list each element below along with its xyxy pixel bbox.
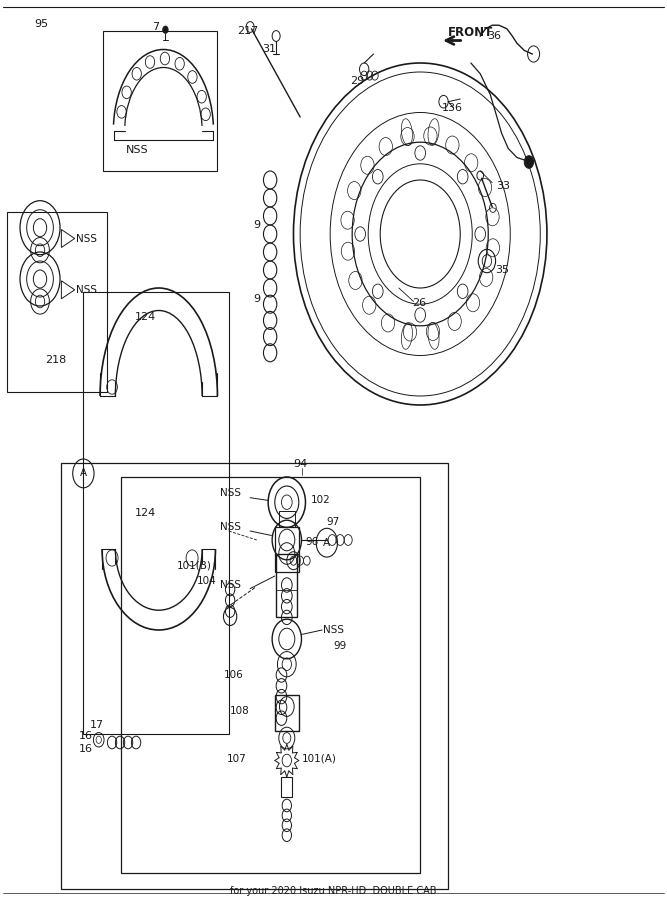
Text: NSS: NSS [76,284,97,295]
Bar [103,32,217,171]
Text: for your 2020 Isuzu NPR-HD  DOUBLE CAB: for your 2020 Isuzu NPR-HD DOUBLE CAB [230,886,437,896]
Bar [83,292,229,734]
Text: 31: 31 [262,44,276,55]
Text: 9: 9 [253,220,261,230]
Text: 17: 17 [90,719,104,730]
Text: 97: 97 [327,517,340,527]
Text: 104: 104 [197,576,217,587]
Text: 96: 96 [305,536,319,547]
Text: 102: 102 [311,495,331,506]
Text: FRONT: FRONT [448,26,494,39]
Text: 7: 7 [152,22,159,32]
Text: 217: 217 [237,26,258,37]
Text: 124: 124 [135,311,156,322]
Text: A: A [80,468,87,479]
Bar [7,212,107,392]
Text: 107: 107 [227,753,247,764]
Text: NSS: NSS [220,522,241,533]
Text: 218: 218 [45,355,67,365]
Bar [279,511,295,527]
Bar [276,554,297,616]
Text: 9: 9 [253,293,261,304]
Text: 16: 16 [79,731,93,742]
Bar [275,526,299,572]
Text: 33: 33 [496,181,510,192]
Text: 108: 108 [230,706,250,716]
Text: A: A [323,537,330,548]
Text: 16: 16 [79,743,93,754]
Text: 106: 106 [223,670,243,680]
Text: 29: 29 [350,76,364,86]
Text: 101(B): 101(B) [177,560,211,571]
Text: 99: 99 [334,641,347,652]
Bar [61,463,448,889]
Text: 94: 94 [293,459,307,470]
Text: 35: 35 [495,265,509,275]
Bar [275,695,299,731]
Text: 101(A): 101(A) [301,753,336,764]
Circle shape [163,26,168,33]
Text: NSS: NSS [220,488,241,499]
Text: NSS: NSS [76,233,97,244]
Text: NSS: NSS [323,625,344,635]
Text: 95: 95 [34,19,49,30]
Text: 136: 136 [442,103,462,113]
Text: 36: 36 [487,31,501,41]
Text: NSS: NSS [125,145,148,156]
Bar [121,477,420,873]
Circle shape [524,156,534,168]
Text: NSS: NSS [220,580,241,590]
Text: 124: 124 [135,508,156,518]
Text: 26: 26 [412,298,426,309]
Bar [281,777,292,797]
